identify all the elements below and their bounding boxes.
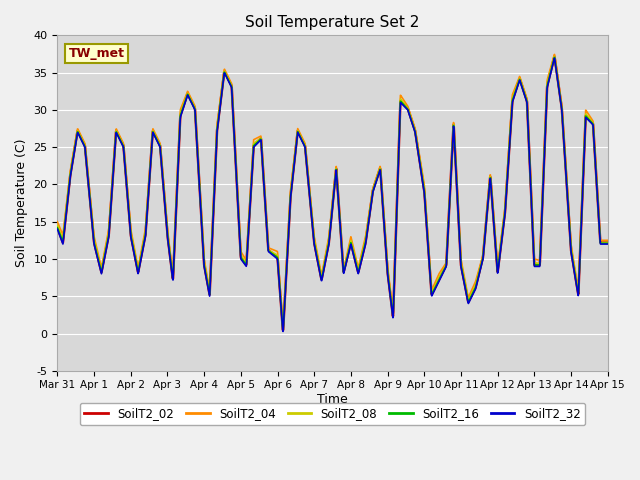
Legend: SoilT2_02, SoilT2_04, SoilT2_08, SoilT2_16, SoilT2_32: SoilT2_02, SoilT2_04, SoilT2_08, SoilT2_… — [80, 403, 586, 425]
X-axis label: Time: Time — [317, 393, 348, 406]
Y-axis label: Soil Temperature (C): Soil Temperature (C) — [15, 139, 28, 267]
Text: TW_met: TW_met — [68, 47, 124, 60]
Title: Soil Temperature Set 2: Soil Temperature Set 2 — [245, 15, 420, 30]
